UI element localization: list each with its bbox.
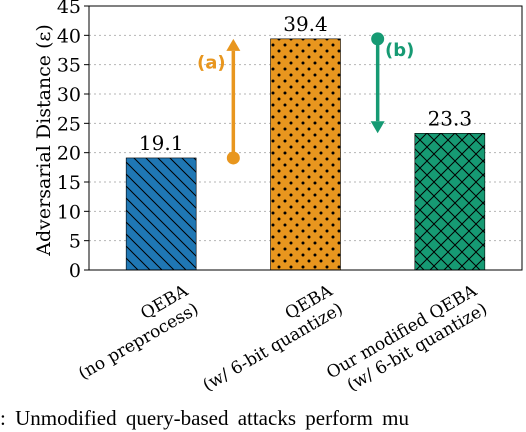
y-tick-label: 30 <box>57 84 81 106</box>
annotation-arrow-1: (a) <box>197 38 241 165</box>
bar-1 <box>125 157 197 271</box>
x-tick-label-line: (w/ 6-bit quantize) <box>199 299 346 395</box>
y-tick-label: 0 <box>69 260 81 282</box>
x-tick-label-1: QEBA(no preprocess) <box>75 281 202 384</box>
bar-3 <box>414 133 486 271</box>
arrow-head <box>370 121 385 134</box>
value-labels: 19.1 39.4 23.3 <box>139 12 472 155</box>
x-tick-labels: QEBA(no preprocess) QEBA(w/ 6-bit quantiz… <box>75 281 491 396</box>
y-tick-label: 35 <box>57 55 81 77</box>
value-label-1: 19.1 <box>139 131 184 155</box>
y-tick-labels: 0 5 10 15 20 25 30 35 40 45 <box>57 0 81 282</box>
x-tick-label-line: (no preprocess) <box>75 299 202 384</box>
annotations: (a) (b) <box>197 32 414 165</box>
figure-caption: : Unmodified query-based attacks perform… <box>0 406 409 430</box>
y-tick-label: 40 <box>57 25 81 47</box>
y-tick-label: 20 <box>57 143 81 165</box>
arrow-start-dot <box>371 32 385 46</box>
annotation-label-2: (b) <box>385 40 414 61</box>
y-tick-label: 5 <box>69 231 81 253</box>
y-axis-label: Adversarial Distance (ε) <box>33 24 55 256</box>
y-tick-label: 10 <box>57 201 81 223</box>
value-label-3: 23.3 <box>428 106 473 130</box>
arrow-head <box>226 38 241 51</box>
bars <box>125 38 486 271</box>
annotation-label-1: (a) <box>197 52 226 73</box>
annotation-arrow-2: (b) <box>370 32 414 134</box>
x-tick-label-3: Our modified QEBA(w/ 6-bit quantize) <box>323 281 491 396</box>
y-tick-label: 15 <box>57 172 81 194</box>
plot-frame <box>88 5 523 271</box>
y-tick-label: 25 <box>57 113 81 135</box>
y-tick-label: 45 <box>57 0 81 18</box>
axes <box>84 5 523 271</box>
x-tick-label-2: QEBA(w/ 6-bit quantize) <box>199 281 346 396</box>
bar-2 <box>270 38 341 271</box>
arrow-start-dot <box>226 151 240 165</box>
value-label-2: 39.4 <box>283 12 328 36</box>
bar-chart: (a) (b) 0 5 10 15 20 25 30 35 40 45 19.1 39.4 23.3 Q… <box>33 0 523 396</box>
